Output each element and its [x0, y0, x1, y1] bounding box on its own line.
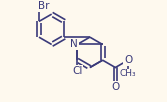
Text: Cl: Cl [72, 66, 82, 76]
Text: N: N [70, 39, 78, 49]
Text: O: O [124, 55, 132, 65]
Text: CH₃: CH₃ [120, 69, 136, 78]
Text: Br: Br [38, 1, 49, 11]
Text: O: O [111, 82, 119, 92]
